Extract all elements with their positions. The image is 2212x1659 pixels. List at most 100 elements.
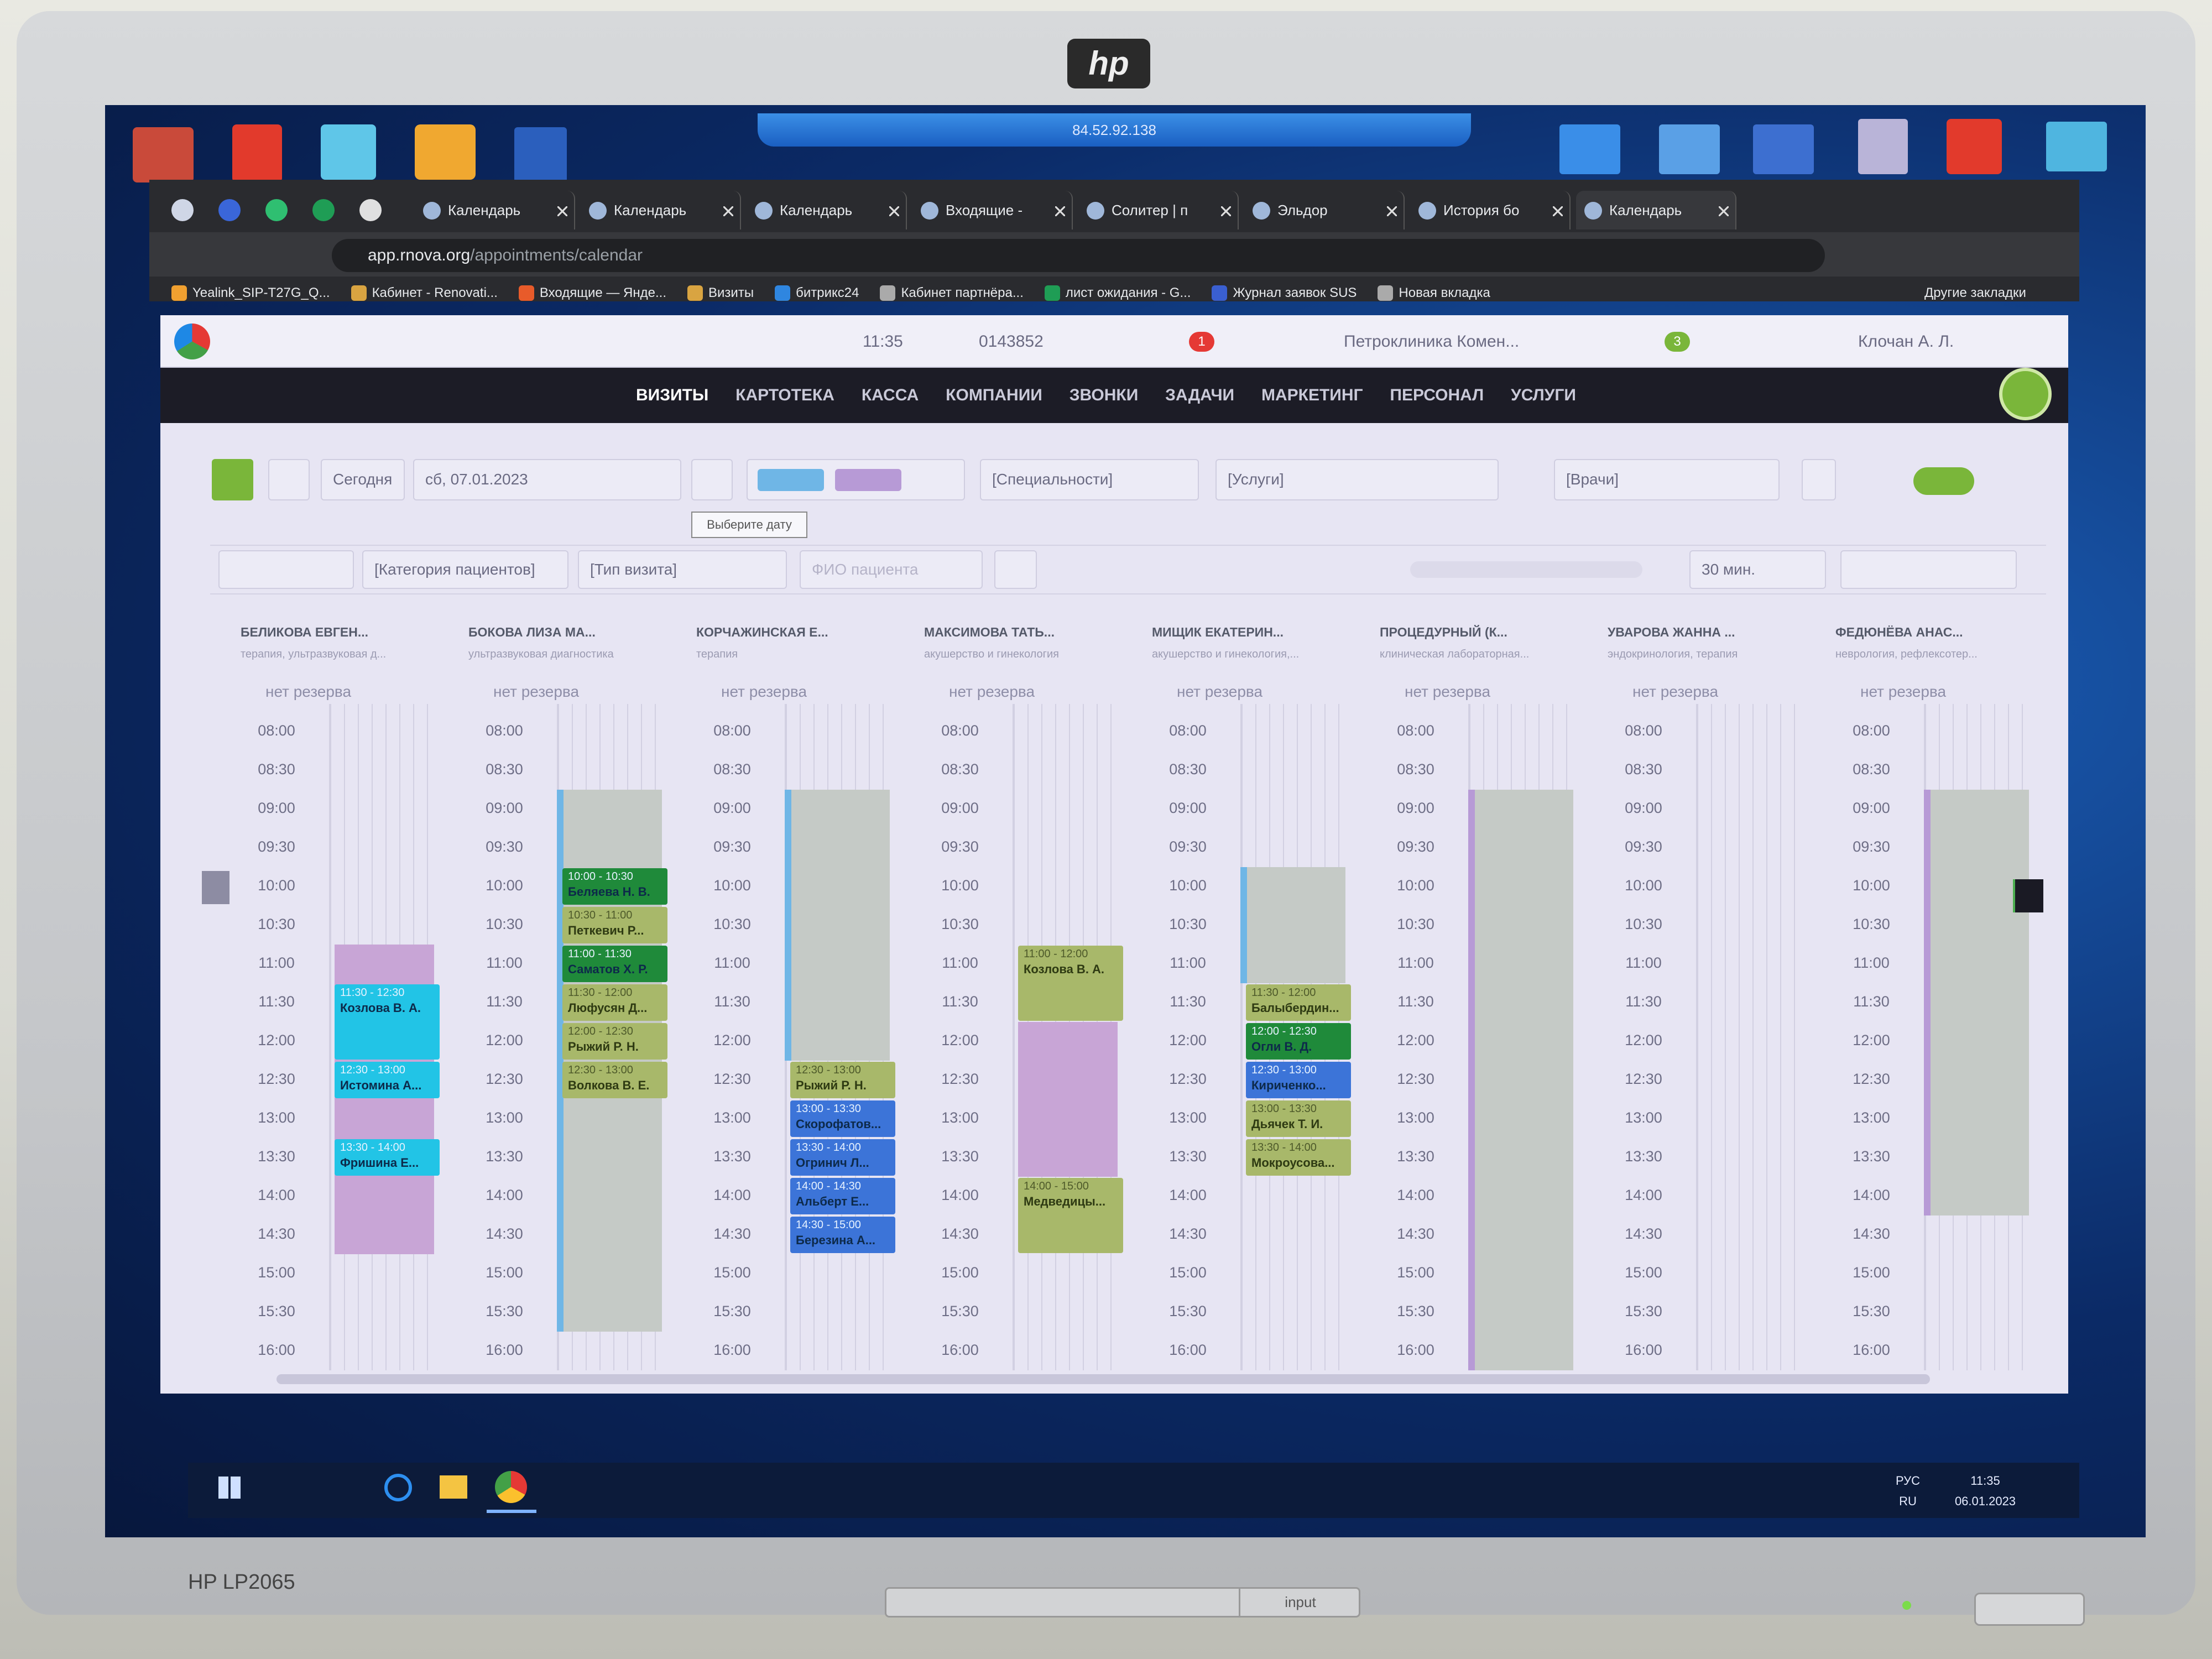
bookmark[interactable]: Входящие — Янде... — [518, 285, 666, 301]
visit-type-select[interactable]: [Тип визита] — [578, 550, 787, 589]
next-button[interactable] — [691, 459, 733, 500]
notification-badge[interactable]: 1 — [1189, 332, 1214, 352]
bookmark[interactable]: лист ожидания - G... — [1044, 285, 1191, 301]
bookmark[interactable]: Журнал заявок SUS — [1212, 285, 1357, 301]
phone[interactable]: 0143852 — [979, 332, 1044, 351]
url[interactable]: app.rnova.org/appointments/calendar — [368, 239, 1474, 272]
appointment[interactable]: 11:30 - 12:00 Балыбердин... — [1246, 984, 1351, 1021]
monitor-button[interactable]: input — [1239, 1587, 1360, 1618]
prev-button[interactable] — [268, 459, 310, 500]
bookmark[interactable]: Yealink_SIP-T27G_Q... — [171, 285, 330, 301]
tab-close[interactable] — [557, 206, 567, 216]
bookmark[interactable]: Визиты — [687, 285, 754, 301]
nav-item[interactable]: КАССА — [861, 386, 919, 404]
pinned-tab[interactable] — [171, 199, 194, 221]
appointment[interactable]: 13:00 - 13:30 Дьячек Т. И. — [1246, 1100, 1351, 1137]
appointment[interactable]: 12:30 - 13:00 Кириченко... — [1246, 1062, 1351, 1098]
taskbar-app[interactable] — [384, 1474, 412, 1501]
appointment[interactable]: 14:00 - 14:30 Альберт Е... — [790, 1178, 895, 1214]
desktop-icon[interactable] — [133, 127, 194, 182]
power-button[interactable] — [1974, 1593, 2085, 1626]
interval-select[interactable]: 30 мин. — [1689, 550, 1826, 589]
appointment[interactable]: 10:30 - 11:00 Петкевич Р... — [562, 907, 667, 943]
clinic[interactable]: Петроклиника Комен... — [1344, 332, 1520, 351]
pinned-tab[interactable] — [359, 199, 382, 221]
user[interactable]: Клочан А. Л. — [1858, 332, 1954, 351]
tab[interactable]: Эльдор — [1244, 191, 1405, 229]
tray-date[interactable]: 06.01.2023 — [1954, 1494, 2016, 1508]
desktop-icon[interactable] — [232, 124, 282, 182]
nav-item[interactable]: ВИЗИТЫ — [636, 386, 709, 404]
desktop-icon[interactable] — [1659, 124, 1720, 174]
tab-close[interactable] — [1719, 206, 1729, 216]
nav-item[interactable]: УСЛУГИ — [1511, 386, 1576, 404]
appointment[interactable]: 13:30 - 14:00 Фришина Е... — [335, 1139, 440, 1176]
date-field[interactable]: сб, 07.01.2023 — [413, 459, 681, 500]
nav-item[interactable]: КАРТОТЕКА — [735, 386, 834, 404]
category-select[interactable]: [Категория пациентов] — [362, 550, 568, 589]
tab[interactable]: Солитер | п — [1078, 191, 1239, 229]
view-toggle[interactable] — [1913, 467, 1974, 495]
task-badge[interactable]: 3 — [1665, 332, 1690, 352]
other-bookmarks[interactable]: Другие закладки — [1924, 285, 2026, 300]
nav-item[interactable]: ПЕРСОНАЛ — [1390, 386, 1484, 404]
bookmark[interactable]: Новая вкладка — [1378, 285, 1490, 301]
clear-button[interactable] — [1802, 459, 1836, 500]
appointment[interactable]: 13:30 - 14:00 Мокроусова... — [1246, 1139, 1351, 1176]
address-bar[interactable] — [332, 239, 1825, 272]
tray-time[interactable]: 11:35 — [1970, 1474, 2000, 1488]
doctors-select[interactable]: [Врачи] — [1554, 459, 1780, 500]
appointment[interactable]: 11:30 - 12:00 Люфусян Д... — [562, 984, 667, 1021]
specialties-select[interactable]: [Специальности] — [980, 459, 1199, 500]
appointment[interactable]: 10:00 - 10:30 Беляева Н. В. — [562, 868, 667, 905]
pinned-tab[interactable] — [218, 199, 241, 221]
tab[interactable]: Календарь — [747, 191, 907, 229]
desktop-icon[interactable] — [1858, 119, 1908, 174]
view-buttons[interactable] — [218, 550, 354, 589]
tab[interactable]: Календарь — [581, 191, 741, 229]
appointment[interactable]: 14:30 - 15:00 Березина А... — [790, 1217, 895, 1253]
lang[interactable]: РУС — [1895, 1474, 1921, 1488]
appointment[interactable]: 11:00 - 12:00 Козлова В. А. — [1018, 946, 1123, 1021]
tab-close[interactable] — [1553, 206, 1563, 216]
tab-close[interactable] — [1387, 206, 1397, 216]
desktop-icon[interactable] — [2046, 122, 2107, 171]
appointment[interactable]: 12:30 - 13:00 Истомина А... — [335, 1062, 440, 1098]
user-select[interactable] — [1840, 550, 2017, 589]
desktop-icon[interactable] — [1947, 119, 2002, 174]
desktop-icon[interactable] — [514, 127, 567, 182]
taskbar-app[interactable] — [440, 1475, 467, 1499]
appointment[interactable]: 12:00 - 12:30 Рыжий Р. Н. — [562, 1023, 667, 1060]
nav-item[interactable]: МАРКЕТИНГ — [1261, 386, 1363, 404]
appointment[interactable]: 13:30 - 14:00 Огринич Л... — [790, 1139, 895, 1176]
nav-item[interactable]: ЗАДАЧИ — [1165, 386, 1235, 404]
calendar-button[interactable] — [212, 459, 253, 500]
nav-item[interactable]: КОМПАНИИ — [946, 386, 1042, 404]
nav-item[interactable]: ЗВОНКИ — [1069, 386, 1139, 404]
tab[interactable]: История бо — [1410, 191, 1571, 229]
desktop-icon[interactable] — [321, 124, 376, 180]
bookmark[interactable]: Кабинет - Renovati... — [351, 285, 498, 301]
patient-search[interactable]: ФИО пациента — [800, 550, 983, 589]
bookmark[interactable]: Кабинет партнёра... — [880, 285, 1024, 301]
desktop-icon[interactable] — [1753, 124, 1814, 174]
tab-close[interactable] — [1055, 206, 1065, 216]
desktop-icon[interactable] — [1559, 124, 1620, 174]
print-button[interactable] — [994, 550, 1037, 589]
services-select[interactable]: [Услуги] — [1215, 459, 1499, 500]
appointment[interactable]: 12:00 - 12:30 Огли В. Д. — [1246, 1023, 1351, 1060]
call-button[interactable] — [1999, 368, 2052, 420]
desktop-icon[interactable] — [415, 124, 476, 180]
tab-close[interactable] — [723, 206, 733, 216]
appointment[interactable]: 12:30 - 13:00 Волкова В. Е. — [562, 1062, 667, 1098]
appointment[interactable]: 11:00 - 11:30 Саматов Х. Р. — [562, 946, 667, 982]
bookmark[interactable]: битрикс24 — [775, 285, 859, 301]
tab[interactable]: Календарь — [415, 191, 575, 229]
pinned-tab[interactable] — [312, 199, 335, 221]
zoom-slider[interactable] — [1410, 561, 1642, 578]
tab[interactable]: Календарь — [1576, 191, 1736, 229]
app-logo[interactable] — [174, 324, 210, 359]
tab[interactable]: Входящие - — [912, 191, 1073, 229]
start-button[interactable] — [218, 1477, 241, 1499]
appointment[interactable]: 11:30 - 12:30 Козлова В. А. — [335, 984, 440, 1060]
